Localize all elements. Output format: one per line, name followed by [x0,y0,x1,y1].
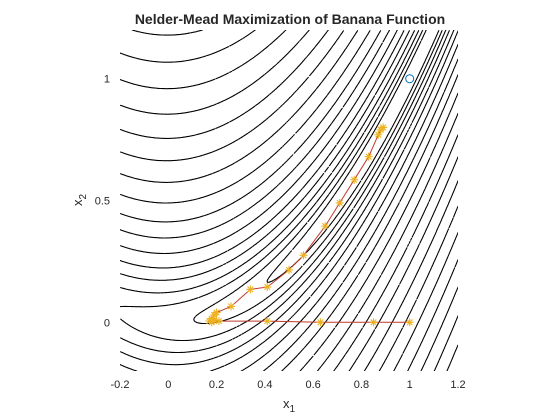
search-point [246,285,255,294]
search-point [212,308,221,317]
search-point [350,175,359,184]
contour-level-18 [433,315,458,371]
x-axis-ticks: -0.2 0 0.2 0.4 0.6 0.8 1 1.2 [111,379,466,391]
contour-level-2 [120,30,447,342]
contour-level-8 [120,30,458,371]
axes-background [120,30,458,371]
search-point [335,198,344,207]
x-tick-label: 1.2 [450,379,465,391]
contour-level-7 [120,30,458,371]
contour-lines [120,30,458,371]
contour-level-3 [120,30,451,354]
search-point [369,318,378,327]
search-point [227,302,236,311]
contour-level-5 [120,30,458,371]
search-point [299,251,308,260]
contour-level-6 [120,30,458,371]
contour-level-4 [120,30,455,366]
contour-level-16 [131,30,458,371]
contour-level-9 [120,30,458,371]
x-axis-label-subscript: 1 [289,404,295,415]
chart-title: Nelder-Mead Maximization of Banana Funct… [135,11,445,27]
contour-level-13 [120,30,458,371]
plot-area [120,30,458,371]
search-point [263,317,272,326]
x-tick-label: 0.4 [257,379,272,391]
contour-level-19 [446,344,458,371]
y-tick-label: 1 [104,74,110,86]
y-tick-label: 0 [104,317,110,329]
search-point [405,318,414,327]
x-tick-label: 0.2 [209,379,224,391]
y-axis-ticks: 00.51 [95,74,110,330]
x-tick-label: 0.8 [354,379,369,391]
search-point [364,152,373,161]
optimum-marker [405,74,415,84]
x-tick-label: 1 [407,379,413,391]
search-point [263,282,272,291]
x-tick-label: -0.2 [111,379,130,391]
search-point [214,317,223,326]
contour-level-17 [420,286,458,371]
y-tick-label: 0.5 [95,196,110,208]
search-point [285,265,293,274]
x-axis-label-base: x [283,396,290,411]
search-point [316,318,325,327]
contour-level-12 [120,30,458,371]
y-axis-label: x2 [70,194,89,207]
contour-level-15 [120,30,458,371]
y-axis-label-base: x [70,199,85,206]
y-axis-label-subscript: 2 [78,194,89,200]
contour-level-10 [120,30,458,371]
search-point [321,222,330,231]
series-layer [205,74,415,327]
x-tick-label: 0 [165,379,171,391]
contour-level-1 [193,30,443,325]
contour-level-14 [120,30,458,371]
search-point [379,123,388,132]
x-tick-label: 0.6 [305,379,320,391]
x-axis-label: x1 [283,396,296,415]
